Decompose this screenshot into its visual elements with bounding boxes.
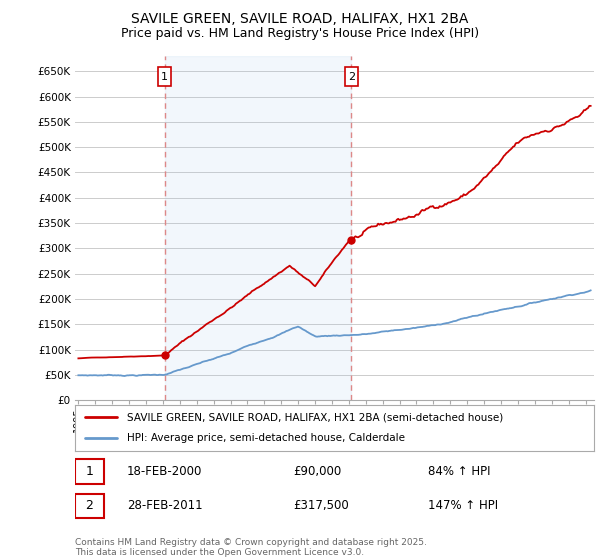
Text: Contains HM Land Registry data © Crown copyright and database right 2025.
This d: Contains HM Land Registry data © Crown c… [75, 538, 427, 557]
Text: £90,000: £90,000 [293, 465, 341, 478]
Text: 18-FEB-2000: 18-FEB-2000 [127, 465, 202, 478]
Text: SAVILE GREEN, SAVILE ROAD, HALIFAX, HX1 2BA (semi-detached house): SAVILE GREEN, SAVILE ROAD, HALIFAX, HX1 … [127, 412, 503, 422]
Bar [164, 56, 352, 400]
Text: Price paid vs. HM Land Registry's House Price Index (HPI): Price paid vs. HM Land Registry's House … [121, 27, 479, 40]
Text: 84% ↑ HPI: 84% ↑ HPI [428, 465, 490, 478]
Bar [75, 493, 104, 518]
Bar [75, 459, 104, 484]
FancyBboxPatch shape [158, 67, 172, 86]
Text: £317,500: £317,500 [293, 500, 349, 512]
Text: HPI: Average price, semi-detached house, Calderdale: HPI: Average price, semi-detached house,… [127, 433, 405, 444]
Text: 1: 1 [161, 72, 168, 82]
Text: 2: 2 [85, 500, 93, 512]
Text: 28-FEB-2011: 28-FEB-2011 [127, 500, 203, 512]
Text: 1: 1 [85, 465, 93, 478]
FancyBboxPatch shape [344, 67, 358, 86]
Text: 147% ↑ HPI: 147% ↑ HPI [428, 500, 498, 512]
Text: SAVILE GREEN, SAVILE ROAD, HALIFAX, HX1 2BA: SAVILE GREEN, SAVILE ROAD, HALIFAX, HX1 … [131, 12, 469, 26]
Text: 2: 2 [348, 72, 355, 82]
